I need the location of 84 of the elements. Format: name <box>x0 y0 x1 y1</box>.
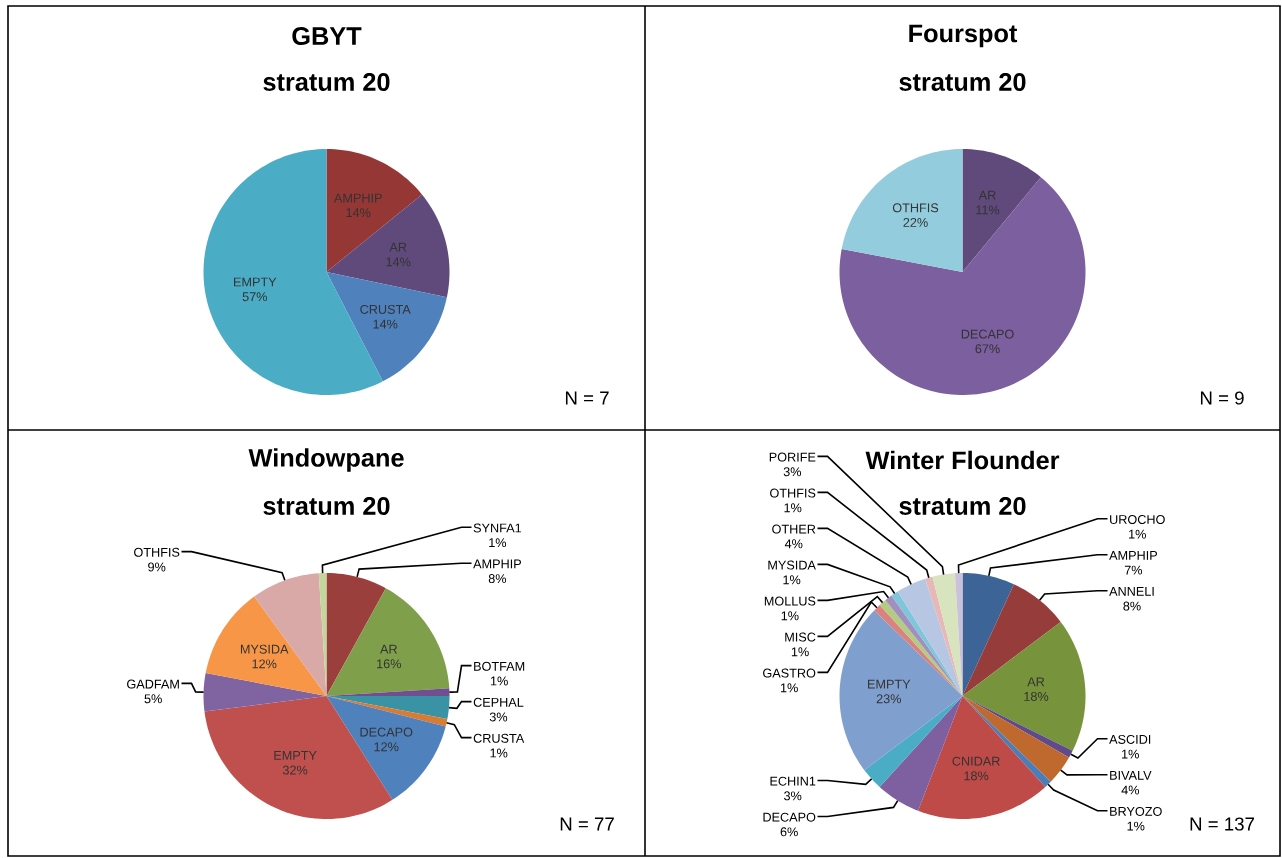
data-label: 16% <box>377 659 402 669</box>
data-label: 4% <box>784 539 803 549</box>
slice-label: ECHIN1 <box>770 776 816 786</box>
data-label: 14% <box>386 257 411 267</box>
slice-label: AMPHIP <box>333 193 382 203</box>
chart-title: Windowpane <box>248 448 404 472</box>
data-label: 12% <box>374 742 399 752</box>
slice-label: AR <box>389 242 407 252</box>
slice-label: AR <box>978 190 996 200</box>
chart-title: GBYT <box>292 27 362 45</box>
data-label: 4% <box>1121 785 1140 795</box>
slice-label: CRUSTA <box>473 733 525 743</box>
data-label: 1% <box>780 683 798 693</box>
slice-label: DECAPO <box>961 329 1014 339</box>
slice-label: BIVALV <box>1110 770 1152 780</box>
data-label: 1% <box>1122 749 1139 759</box>
data-label: 14% <box>346 208 371 218</box>
data-label: 57% <box>242 292 268 302</box>
text: N = 7 <box>565 391 609 405</box>
slice-label: BOTFAM <box>474 661 525 671</box>
slice-label: AR <box>1027 677 1045 687</box>
data-label: 1% <box>1127 821 1145 831</box>
data-label: 1% <box>781 611 799 621</box>
slice-label: OTHFIS <box>134 547 180 557</box>
slice-label: AR <box>380 644 398 654</box>
slice-label: MYSIDA <box>768 560 816 570</box>
text: stratum 20 <box>899 497 1026 515</box>
data-label: 1% <box>490 676 508 686</box>
slice-label: OTHER <box>772 524 816 534</box>
slice-label: DECAPO <box>360 727 413 737</box>
slice-label: PORIFE <box>769 452 816 462</box>
data-label: 8% <box>1123 601 1141 611</box>
data-label: 8% <box>488 574 507 584</box>
data-label: 23% <box>876 694 902 704</box>
slice-label: MISC <box>785 632 816 642</box>
data-label: 32% <box>282 765 308 775</box>
data-label: 18% <box>1024 691 1049 701</box>
slice-label: EMPTY <box>234 277 277 287</box>
chart-subtitle: stratum 20 <box>263 73 390 91</box>
data-label: 9% <box>148 562 166 572</box>
data-label: 1% <box>791 647 809 657</box>
slice-label: DECAPO <box>763 812 816 822</box>
data-label: 1% <box>784 503 802 513</box>
data-label: 1% <box>1129 529 1146 539</box>
data-label: 7% <box>1124 565 1143 575</box>
data-label: 3% <box>783 467 802 477</box>
slice-label: MOLLUS <box>764 596 816 606</box>
data-label: 18% <box>964 771 989 781</box>
data-label: 3% <box>489 712 508 722</box>
slice-label: BRYOZO <box>1110 806 1162 816</box>
slice-label: AMPHIP <box>1109 551 1157 560</box>
slice-label: CEPHAL <box>473 697 524 707</box>
chart-title: Fourspot <box>909 24 1018 48</box>
slice-label: EMPTY <box>274 751 317 760</box>
slice-label: MYSIDA <box>240 644 289 654</box>
text: N = 9 <box>1200 391 1244 405</box>
slice-label: SYNFA1 <box>473 523 522 533</box>
data-label: 6% <box>780 827 798 837</box>
slice-label: GADFAM <box>127 679 179 689</box>
data-label: 1% <box>783 575 801 585</box>
text: N = 77 <box>560 817 614 831</box>
slice-label: ASCIDI <box>1109 734 1151 744</box>
text: N = 137 <box>1190 817 1255 831</box>
slice-label: AMPHIP <box>473 559 521 569</box>
slice-label: OTHFIS <box>892 203 939 213</box>
data-label: 1% <box>489 538 507 548</box>
slice-label: EMPTY <box>868 679 911 689</box>
slice-label: UROCHO <box>1110 515 1165 524</box>
data-label: 5% <box>144 694 162 704</box>
data-label: 14% <box>373 319 398 329</box>
data-label: 11% <box>976 205 1000 215</box>
chart-subtitle: stratum 20 <box>263 497 390 515</box>
data-label: 3% <box>784 791 802 801</box>
slice-label: OTHFIS <box>770 488 816 498</box>
slice-label: ANNELI <box>1109 587 1154 596</box>
data-label: 1% <box>490 748 508 758</box>
slice-label: GASTRO <box>763 668 816 678</box>
chart-subtitle: stratum 20 <box>899 73 1026 91</box>
data-label: 67% <box>975 344 1000 354</box>
data-label: 22% <box>903 217 928 227</box>
chart-title: Winter Flounder <box>865 450 1060 470</box>
slice-label: CNIDAR <box>952 756 1000 766</box>
slice-label: CRUSTA <box>360 304 411 314</box>
data-label: 12% <box>252 659 277 669</box>
